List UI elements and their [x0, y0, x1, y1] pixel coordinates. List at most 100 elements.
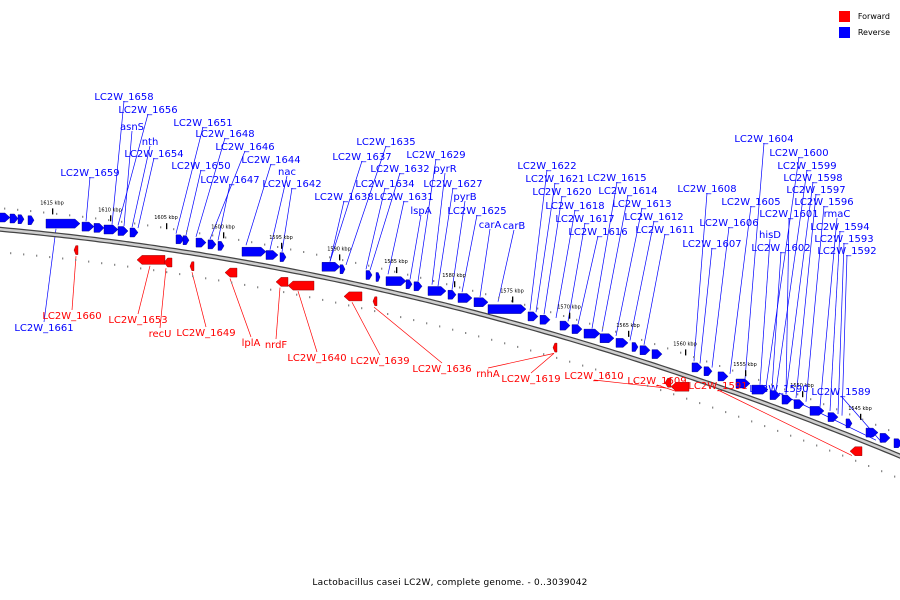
- connector-line: [535, 182, 556, 313]
- reverse-gene: [751, 384, 769, 395]
- connector-line: [759, 238, 771, 385]
- gene-label: LC2W_1651: [173, 118, 232, 129]
- connector-line: [137, 157, 155, 229]
- connector-line: [841, 254, 848, 416]
- connector-line: [530, 353, 555, 374]
- gene-label: LC2W_1629: [406, 150, 465, 161]
- minor-dot: [329, 256, 331, 259]
- tick-label: 1585 kbp: [384, 259, 408, 265]
- reverse-gene: [413, 281, 423, 291]
- minor-dot: [537, 307, 539, 310]
- forward-gene: [224, 267, 238, 278]
- minor-dot: [673, 393, 675, 396]
- minor-dot: [862, 418, 864, 421]
- minor-dot: [563, 315, 565, 317]
- gene-label: nac: [278, 167, 296, 178]
- connector-line: [71, 256, 77, 311]
- minor-dot: [543, 353, 545, 356]
- minor-dot: [186, 230, 188, 233]
- minor-dot: [472, 289, 474, 292]
- minor-dot: [309, 296, 311, 299]
- forward-gene: [163, 257, 173, 268]
- tick-mark: [166, 223, 168, 230]
- reverse-gene: [845, 418, 853, 429]
- gene-label: LC2W_1609: [627, 376, 686, 387]
- minor-dot: [485, 293, 487, 296]
- tick-mark: [223, 232, 225, 239]
- minor-dot: [127, 265, 129, 268]
- gene-label: LC2W_1597: [786, 185, 845, 196]
- connector-line: [275, 287, 281, 340]
- minor-dot: [420, 276, 422, 279]
- tick-label: 1610 kbp: [98, 207, 122, 213]
- gene-label: nth: [142, 137, 159, 148]
- reverse-gene: [175, 234, 185, 245]
- minor-dot: [381, 267, 383, 270]
- gene-label: LC2W_1618: [545, 201, 604, 212]
- connector-line: [245, 163, 272, 246]
- gene-label: LC2W_1640: [287, 353, 346, 364]
- connector-line: [819, 217, 838, 408]
- gene-label: LC2W_1610: [564, 371, 623, 382]
- reverse-gene: [879, 433, 891, 443]
- minor-dot: [290, 248, 292, 251]
- connector-line: [217, 183, 231, 241]
- minor-dot: [699, 402, 701, 405]
- tick-mark: [52, 208, 54, 215]
- reverse-gene: [571, 324, 583, 334]
- gene-label: LC2W_1646: [215, 142, 274, 153]
- connector-line: [329, 200, 345, 262]
- gene-label: LC2W_1612: [624, 212, 683, 223]
- minor-dot: [790, 434, 792, 437]
- minor-dot: [342, 259, 344, 262]
- minor-dot: [283, 291, 285, 294]
- connector-line: [829, 230, 841, 411]
- minor-dot: [647, 384, 649, 387]
- gene-label: LC2W_1621: [525, 174, 584, 185]
- reverse-gene: [735, 378, 751, 389]
- connector-line: [159, 268, 167, 329]
- tick-label: 1615 kbp: [40, 200, 64, 206]
- minor-dot: [75, 259, 77, 261]
- minor-dot: [296, 293, 298, 296]
- gene-label: LC2W_1650: [171, 161, 230, 172]
- tick-label: 1545 kbp: [848, 406, 872, 412]
- minor-dot: [212, 234, 214, 237]
- gene-label: LC2W_1604: [734, 134, 793, 145]
- connector-line: [131, 145, 151, 228]
- minor-dot: [680, 351, 682, 354]
- reverse-gene: [375, 272, 381, 282]
- reverse-gene: [241, 246, 267, 257]
- minor-dot: [849, 413, 851, 416]
- connector-line: [117, 113, 149, 226]
- minor-dot: [153, 269, 155, 272]
- connector-line: [437, 187, 454, 287]
- minor-dot: [725, 411, 727, 414]
- connector-line: [479, 228, 491, 297]
- connector-line: [785, 181, 814, 395]
- gene-label: LC2W_1634: [355, 179, 414, 190]
- minor-dot: [49, 256, 51, 259]
- gene-label: recU: [149, 329, 172, 340]
- tick-mark: [802, 391, 804, 398]
- gene-label: LC2W_1599: [777, 161, 836, 172]
- connector-line: [567, 222, 586, 322]
- reverse-gene: [129, 227, 139, 238]
- minor-dot: [426, 322, 428, 325]
- reverse-gene: [45, 218, 81, 229]
- minor-dot: [166, 271, 168, 274]
- gene-label: LC2W_1647: [200, 175, 259, 186]
- tick-mark: [339, 254, 341, 261]
- minor-dot: [751, 420, 753, 423]
- connector-line: [43, 228, 57, 323]
- genome-backbone: [0, 207, 900, 478]
- reverse-gene: [583, 328, 601, 339]
- minor-dot: [556, 356, 558, 359]
- minor-dot: [179, 273, 181, 276]
- tick-mark: [110, 215, 112, 222]
- connector-line: [373, 306, 443, 364]
- gene-label: LC2W_1590: [749, 384, 808, 395]
- minor-dot: [374, 310, 376, 313]
- gene-label: LC2W_1625: [447, 206, 506, 217]
